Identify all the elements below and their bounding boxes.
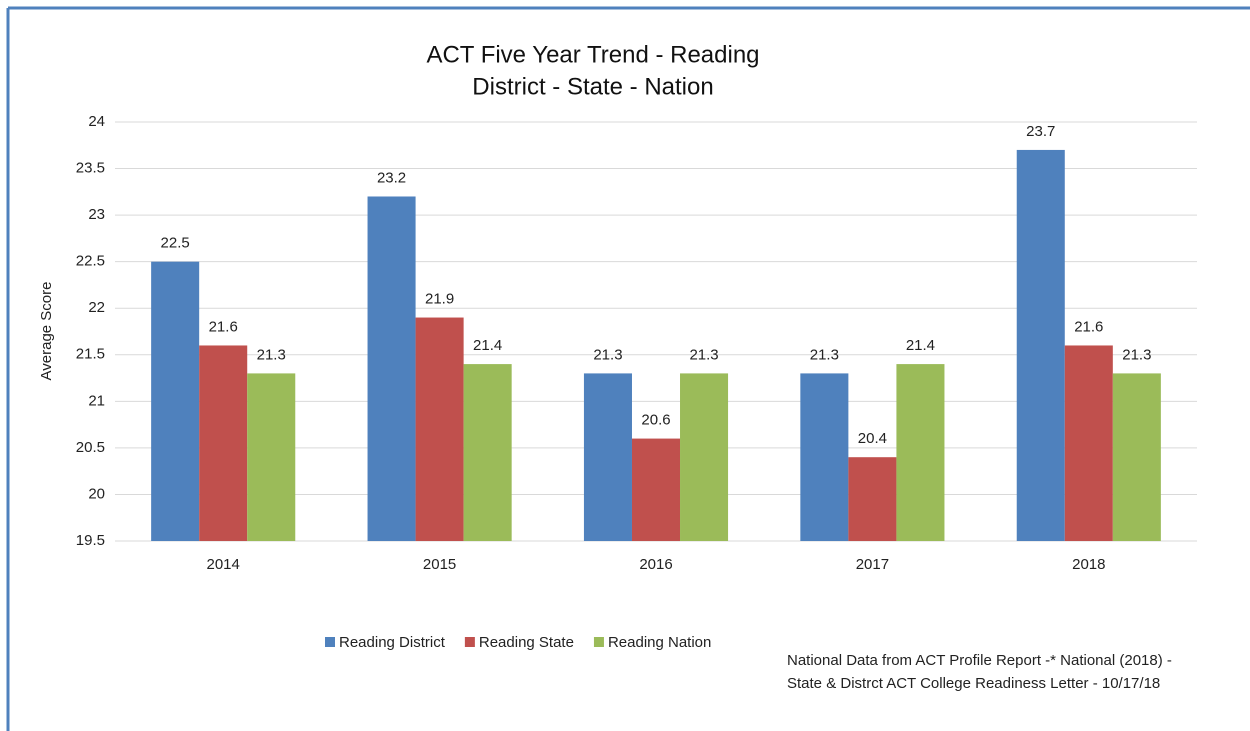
legend-label: Reading Nation: [608, 634, 711, 651]
y-tick-label: 19.5: [76, 532, 105, 549]
y-axis-label: Average Score: [38, 282, 55, 381]
bar: [367, 196, 416, 541]
data-label: 21.4: [473, 337, 502, 354]
y-tick-label: 20: [88, 485, 105, 502]
bar: [151, 261, 200, 541]
x-tick-label: 2017: [856, 556, 889, 573]
data-label: 23.7: [1026, 123, 1055, 140]
y-tick-label: 24: [88, 113, 105, 130]
chart-subtitle: District - State - Nation: [472, 73, 713, 100]
bar: [1112, 373, 1161, 541]
chart-title: ACT Five Year Trend - Reading: [426, 41, 759, 68]
bar: [583, 373, 632, 541]
x-tick-label: 2016: [639, 556, 672, 573]
x-tick-label: 2014: [207, 556, 240, 573]
y-tick-label: 22: [88, 299, 105, 316]
y-tick-label: 22.5: [76, 253, 105, 270]
data-label: 20.4: [858, 430, 887, 447]
y-tick-label: 21.5: [76, 346, 105, 363]
legend-swatch: [593, 637, 604, 647]
data-label: 21.9: [425, 291, 454, 308]
data-label: 21.6: [209, 318, 238, 335]
data-label: 21.3: [810, 346, 839, 363]
data-label: 21.3: [689, 346, 718, 363]
bar: [1064, 345, 1113, 541]
legend-swatch: [464, 637, 475, 647]
data-label: 21.3: [257, 346, 286, 363]
x-tick-label: 2015: [423, 556, 456, 573]
data-label: 20.6: [641, 412, 670, 429]
annotation: National Data from ACT Profile Report -*…: [787, 652, 1172, 669]
bar: [680, 373, 729, 541]
bar: [1016, 149, 1065, 541]
legend-swatch: [325, 637, 335, 647]
legend-label: Reading State: [479, 634, 574, 651]
legend-label: Reading District: [339, 634, 446, 651]
y-tick-label: 23.5: [76, 160, 105, 177]
data-label: 21.4: [906, 337, 935, 354]
data-label: 21.6: [1074, 318, 1103, 335]
bar: [848, 457, 897, 541]
bar: [800, 373, 849, 541]
bar: [199, 345, 248, 541]
y-tick-label: 23: [88, 206, 105, 223]
bar: [631, 438, 681, 541]
bar: [247, 373, 296, 541]
bar: [896, 364, 945, 541]
y-tick-label: 21: [88, 392, 105, 409]
x-tick-label: 2018: [1072, 556, 1105, 573]
data-label: 22.5: [161, 235, 190, 252]
data-label: 23.2: [377, 169, 406, 186]
bar: [415, 317, 464, 541]
bar: [463, 364, 512, 541]
data-label: 21.3: [593, 346, 622, 363]
y-tick-label: 20.5: [76, 439, 105, 456]
data-label: 21.3: [1122, 346, 1151, 363]
annotation: State & Distrct ACT College Readiness Le…: [787, 675, 1160, 692]
